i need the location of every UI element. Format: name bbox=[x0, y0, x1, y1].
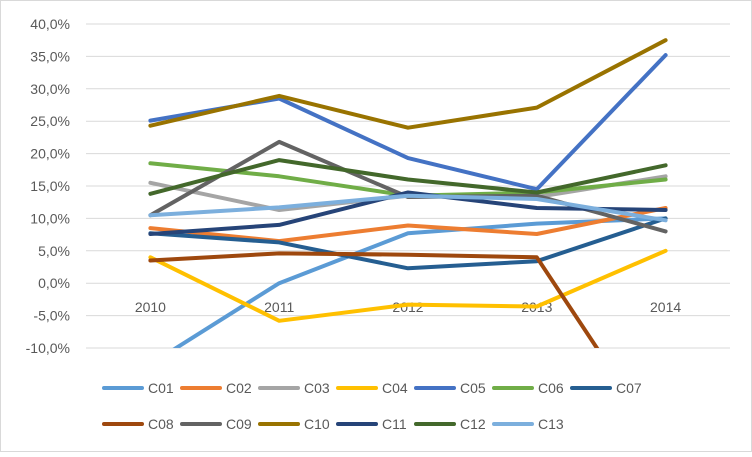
legend-item-c09: C09 bbox=[180, 416, 252, 432]
series-line-c01 bbox=[172, 216, 668, 348]
series-line-c10 bbox=[148, 38, 668, 130]
series-line-c13 bbox=[148, 193, 668, 223]
legend-item-c13: C13 bbox=[492, 416, 564, 432]
legend-item-c10: C10 bbox=[258, 416, 330, 432]
legend-label: C06 bbox=[538, 380, 564, 396]
legend-label: C05 bbox=[460, 380, 486, 396]
legend-label: C13 bbox=[538, 416, 564, 432]
series-line-c04 bbox=[148, 248, 668, 323]
legend-item-c11: C11 bbox=[336, 416, 407, 432]
y-tick-label: 30,0% bbox=[30, 81, 70, 97]
legend-label: C09 bbox=[226, 416, 252, 432]
legend-label: C08 bbox=[148, 416, 174, 432]
legend-label: C01 bbox=[148, 380, 174, 396]
series-lines bbox=[148, 38, 668, 348]
legend-label: C02 bbox=[226, 380, 252, 396]
legend-item-c02: C02 bbox=[180, 380, 252, 396]
legend-label: C04 bbox=[382, 380, 408, 396]
x-tick-label: 2014 bbox=[650, 299, 681, 315]
legend-item-c08: C08 bbox=[102, 416, 174, 432]
legend-label: C10 bbox=[304, 416, 330, 432]
legend-label: C07 bbox=[616, 380, 642, 396]
y-tick-label: -5,0% bbox=[33, 308, 70, 324]
legend-item-c12: C12 bbox=[414, 416, 486, 432]
y-axis-tick-labels: 40,0% 35,0% 30,0% 25,0% 20,0% 15,0% 10,0% 5,0% 0… bbox=[26, 16, 70, 356]
legend: C01 C02 C03 C04 C05 C06 C07 C08 C09 C10 C11 C12 C13 bbox=[102, 380, 642, 432]
y-tick-label: 10,0% bbox=[30, 210, 70, 226]
series-line-c12 bbox=[148, 158, 668, 196]
legend-item-c07: C07 bbox=[570, 380, 642, 396]
series-line-c02 bbox=[148, 206, 668, 244]
series-line-c08 bbox=[148, 251, 600, 348]
y-tick-label: 35,0% bbox=[30, 48, 70, 64]
legend-item-c01: C01 bbox=[102, 380, 174, 396]
x-tick-label: 2010 bbox=[135, 299, 166, 315]
legend-item-c03: C03 bbox=[258, 380, 330, 396]
y-tick-label: 20,0% bbox=[30, 146, 70, 162]
legend-item-c04: C04 bbox=[336, 380, 408, 396]
legend-label: C12 bbox=[460, 416, 486, 432]
y-tick-label: 15,0% bbox=[30, 178, 70, 194]
y-tick-label: 0,0% bbox=[38, 275, 70, 291]
x-tick-label: 2011 bbox=[264, 299, 294, 315]
legend-label: C11 bbox=[382, 416, 407, 432]
series-line-c07 bbox=[148, 216, 668, 271]
legend-label: C03 bbox=[304, 380, 330, 396]
y-tick-label: 40,0% bbox=[30, 16, 70, 32]
y-tick-label: -10,0% bbox=[26, 340, 70, 356]
series-line-c11 bbox=[148, 190, 668, 236]
y-tick-label: 25,0% bbox=[30, 113, 70, 129]
legend-item-c05: C05 bbox=[414, 380, 486, 396]
y-tick-label: 5,0% bbox=[38, 243, 70, 259]
legend-item-c06: C06 bbox=[492, 380, 564, 396]
